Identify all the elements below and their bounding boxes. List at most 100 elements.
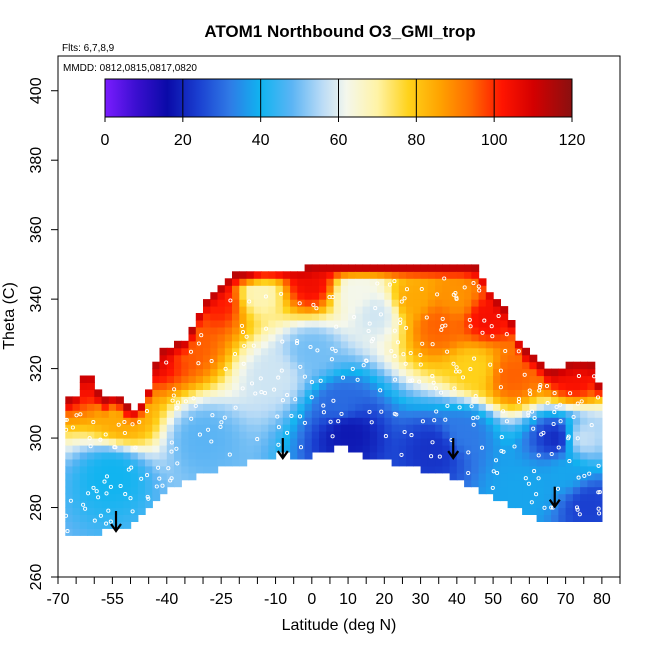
heatmap-cell — [94, 424, 103, 432]
heatmap-cell — [181, 368, 190, 377]
heatmap-cell — [87, 493, 95, 502]
heatmap-cell — [369, 320, 378, 328]
heatmap-cell — [311, 375, 320, 383]
heatmap-cell — [137, 438, 146, 446]
heatmap-cell — [507, 375, 516, 383]
heatmap-cell — [464, 452, 472, 460]
heatmap-cell — [456, 438, 465, 446]
heatmap-cell — [101, 486, 110, 495]
heatmap-cell — [565, 438, 574, 446]
heatmap-cell — [362, 320, 371, 328]
heatmap-cell — [101, 458, 110, 467]
sample-point — [544, 383, 550, 389]
heatmap-cell — [464, 299, 472, 307]
sample-point — [401, 352, 406, 357]
heatmap-cell — [398, 396, 407, 404]
heatmap-cell — [456, 347, 465, 356]
sample-point — [122, 419, 127, 425]
heatmap-cell — [456, 431, 465, 439]
sample-point — [420, 419, 425, 424]
heatmap-cell — [551, 438, 559, 446]
heatmap-cell — [558, 479, 567, 488]
heatmap-cell — [340, 410, 349, 418]
heatmap-cell — [340, 299, 349, 307]
heatmap-cell — [145, 458, 153, 467]
heatmap-cell — [456, 458, 465, 467]
heatmap-cell — [217, 403, 226, 411]
heatmap-cell — [130, 410, 139, 418]
heatmap-cell — [594, 493, 603, 502]
heatmap-cell — [290, 299, 298, 307]
heatmap-cell — [304, 278, 313, 286]
heatmap-cell — [471, 285, 480, 293]
sample-point — [452, 386, 457, 391]
heatmap-cell — [72, 417, 81, 425]
heatmap-cell — [580, 479, 588, 488]
heatmap-cell — [181, 403, 190, 411]
heatmap-cell — [362, 396, 371, 404]
heatmap-cell — [580, 465, 588, 474]
heatmap-cell — [413, 313, 422, 321]
sample-point — [227, 452, 232, 457]
heatmap-cell — [123, 486, 132, 495]
heatmap-cell — [282, 403, 291, 411]
heatmap-cell — [253, 326, 262, 335]
heatmap-cell — [536, 431, 545, 439]
heatmap-cell — [420, 389, 429, 397]
heatmap-cell — [478, 486, 487, 495]
heatmap-cell — [275, 326, 284, 335]
heatmap-cell — [384, 431, 393, 439]
heatmap-cell — [384, 278, 393, 286]
sample-point — [355, 377, 360, 382]
sample-point — [439, 327, 444, 332]
heatmap-cell — [514, 458, 523, 467]
heatmap-cell — [442, 410, 451, 418]
sample-point — [375, 281, 380, 286]
heatmap-cell — [340, 424, 349, 432]
heatmap-cell — [268, 417, 277, 425]
heatmap-cell — [565, 465, 574, 474]
heatmap-cell — [471, 431, 480, 439]
heatmap-cell — [572, 493, 581, 502]
heatmap-cell — [290, 452, 298, 460]
heatmap-cell — [435, 438, 443, 446]
sample-point — [529, 500, 534, 505]
heatmap-cell — [543, 458, 552, 467]
heatmap-cell — [355, 278, 364, 286]
heatmap-cell — [210, 347, 219, 356]
heatmap-cell — [565, 396, 574, 404]
heatmap-cell — [456, 375, 465, 383]
heatmap-cell — [471, 292, 480, 300]
heatmap-cell — [362, 271, 371, 279]
heatmap-cell — [290, 445, 298, 453]
heatmap-cell — [65, 514, 74, 522]
heatmap-cell — [471, 264, 480, 272]
heatmap-cell — [398, 403, 407, 411]
heatmap-cell — [384, 264, 393, 272]
heatmap-cell — [558, 368, 567, 377]
sample-point — [137, 420, 142, 425]
sample-point — [440, 316, 445, 321]
heatmap-cell — [217, 375, 226, 383]
heatmap-cell — [275, 445, 284, 453]
heatmap-cell — [166, 452, 175, 460]
heatmap-cell — [297, 340, 306, 349]
heatmap-cell — [333, 410, 342, 418]
heatmap-cell — [485, 438, 494, 446]
heatmap-cell — [282, 313, 291, 321]
heatmap-cell — [500, 465, 509, 474]
heatmap-cell — [522, 347, 530, 356]
heatmap-cell — [362, 431, 371, 439]
heatmap-cell — [369, 375, 378, 383]
heatmap-cell — [261, 438, 269, 446]
sample-point — [106, 508, 111, 513]
heatmap-cell — [427, 403, 436, 411]
sample-point — [171, 393, 176, 398]
heatmap-cell — [72, 500, 81, 509]
heatmap-cell — [239, 320, 248, 328]
sample-point — [139, 476, 144, 481]
heatmap-cell — [246, 361, 255, 370]
heatmap-cell — [217, 396, 226, 404]
heatmap-cell — [398, 271, 407, 279]
heatmap-cell — [384, 306, 393, 314]
